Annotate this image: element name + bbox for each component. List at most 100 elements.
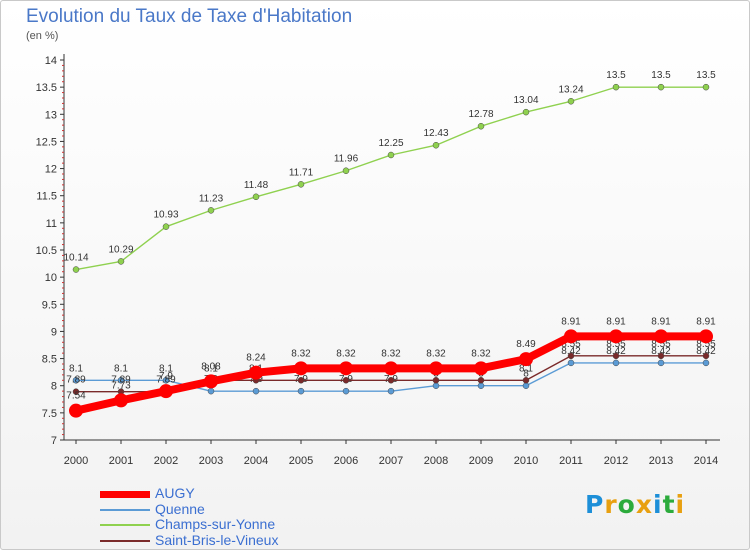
y-tick-label: 11 [46, 218, 57, 230]
data-label-augy: 8.32 [381, 348, 401, 359]
data-point-saint-bris-le-vineux [72, 388, 80, 395]
data-label-saint-bris-le-vineux: 8.55 [561, 339, 581, 350]
y-tick-label: 7.5 [42, 408, 57, 420]
data-label-champs-sur-yonne: 13.5 [651, 70, 671, 81]
data-point-quenne [162, 377, 170, 384]
data-point-champs-sur-yonne [297, 181, 305, 188]
x-tick-label: 2013 [649, 455, 673, 467]
y-tick-label: 12.5 [36, 136, 57, 148]
y-tick-label: 12 [45, 164, 57, 176]
data-label-quenne: 8.42 [606, 346, 626, 357]
data-label-champs-sur-yonne: 13.5 [606, 70, 626, 81]
y-tick-label: 14 [45, 55, 57, 67]
data-label-augy: 8.32 [471, 348, 491, 359]
data-point-champs-sur-yonne [522, 108, 530, 116]
x-tick-label: 2005 [289, 455, 313, 467]
data-point-champs-sur-yonne [387, 151, 395, 159]
data-point-champs-sur-yonne [72, 266, 80, 273]
data-label-augy: 8.08 [201, 361, 221, 372]
x-tick-label: 2006 [334, 455, 358, 467]
data-point-saint-bris-le-vineux [432, 377, 440, 384]
data-point-champs-sur-yonne [702, 83, 710, 91]
data-point-champs-sur-yonne [342, 167, 350, 174]
data-label-champs-sur-yonne: 10.29 [108, 244, 133, 255]
data-label-champs-sur-yonne: 12.78 [468, 109, 493, 120]
data-point-saint-bris-le-vineux [702, 352, 710, 360]
y-tick-label: 7 [51, 435, 57, 447]
y-tick-label: 10 [45, 272, 57, 284]
data-point-saint-bris-le-vineux [567, 352, 575, 360]
data-point-augy [159, 384, 173, 399]
data-label-saint-bris-le-vineux: 8.55 [696, 339, 716, 350]
data-point-champs-sur-yonne [162, 223, 170, 230]
y-tick-label: 13 [45, 109, 57, 121]
data-label-quenne: 8.42 [696, 346, 716, 357]
data-point-augy [339, 361, 353, 376]
data-point-champs-sur-yonne [477, 122, 485, 130]
logo-letter: o [617, 490, 636, 519]
x-tick-label: 2000 [64, 455, 88, 467]
legend-swatch [100, 524, 150, 526]
data-point-quenne [477, 382, 485, 389]
data-point-augy [474, 361, 488, 376]
data-point-quenne [297, 387, 305, 395]
data-point-augy [564, 329, 578, 344]
data-label-quenne: 8.1 [114, 363, 128, 374]
data-label-saint-bris-le-vineux: 8.55 [651, 339, 671, 350]
data-label-saint-bris-le-vineux: 7.89 [111, 375, 131, 386]
data-point-augy [384, 361, 398, 376]
data-label-champs-sur-yonne: 10.14 [63, 253, 88, 264]
data-label-champs-sur-yonne: 13.5 [696, 70, 716, 81]
legend-label: Champs-sur-Yonne [155, 516, 276, 532]
legend-label: Saint-Bris-le-Vineux [155, 531, 279, 548]
data-point-champs-sur-yonne [117, 258, 125, 265]
data-label-champs-sur-yonne: 13.04 [513, 95, 538, 106]
legend-label: AUGY [155, 485, 195, 501]
data-point-saint-bris-le-vineux [297, 377, 305, 384]
data-point-augy [294, 361, 308, 376]
data-label-quenne: 8.42 [651, 346, 671, 357]
data-label-saint-bris-le-vineux: 8.1 [204, 363, 218, 374]
data-point-augy [249, 365, 263, 380]
data-point-champs-sur-yonne [207, 207, 215, 214]
data-label-saint-bris-le-vineux: 7.89 [156, 375, 176, 386]
logo-letter: x [635, 490, 653, 519]
x-tick-label: 2007 [379, 455, 403, 467]
data-point-augy [429, 361, 443, 376]
data-label-quenne: 8.1 [69, 363, 83, 374]
logo-letter: t [662, 490, 676, 519]
data-label-champs-sur-yonne: 10.93 [153, 210, 178, 221]
data-label-quenne: 8 [523, 369, 529, 380]
data-point-quenne [432, 382, 440, 389]
logo-letter: i [653, 490, 663, 519]
series-line-champs-sur-yonne [75, 86, 706, 271]
data-label-augy: 8.49 [516, 339, 536, 350]
x-tick-label: 2014 [694, 455, 718, 467]
data-label-saint-bris-le-vineux: 8.55 [606, 339, 626, 350]
proxiti-logo: Proxiti [585, 490, 685, 519]
logo-letter: r [604, 490, 618, 519]
data-point-champs-sur-yonne [612, 83, 620, 91]
data-point-quenne [702, 359, 710, 367]
data-point-saint-bris-le-vineux [387, 377, 395, 384]
legend-swatch [100, 508, 150, 511]
data-label-champs-sur-yonne: 12.43 [423, 128, 448, 139]
data-point-augy [654, 329, 668, 344]
data-label-augy: 8.24 [246, 353, 266, 364]
data-label-augy: 8.32 [291, 348, 311, 359]
y-tick-label: 8.5 [42, 354, 57, 366]
data-label-champs-sur-yonne: 11.71 [289, 167, 314, 178]
data-label-champs-sur-yonne: 11.48 [244, 180, 269, 191]
data-point-augy [114, 393, 128, 408]
data-point-quenne [612, 359, 620, 367]
data-label-champs-sur-yonne: 13.24 [558, 84, 583, 95]
logo-letter: i [675, 490, 686, 519]
x-tick-label: 2008 [424, 455, 448, 467]
data-point-quenne [72, 377, 80, 384]
data-label-augy: 8.32 [426, 348, 446, 359]
data-point-augy [69, 403, 83, 418]
logo-letter: P [585, 490, 605, 519]
y-tick-label: 9.5 [42, 299, 57, 311]
